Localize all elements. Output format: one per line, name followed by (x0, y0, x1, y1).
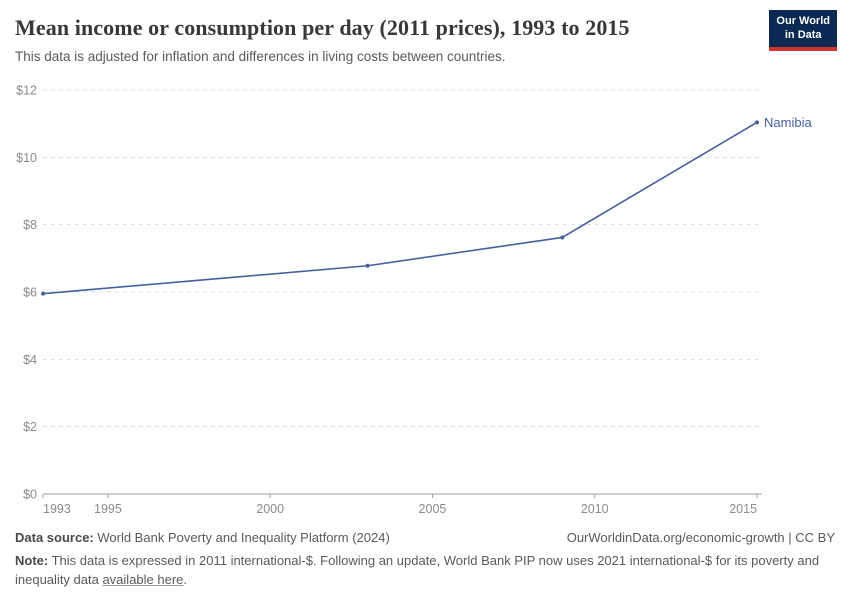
data-point[interactable] (560, 235, 565, 240)
y-tick-label: $4 (23, 353, 37, 367)
note-period: . (183, 571, 188, 587)
y-tick-label: $0 (23, 488, 37, 502)
plot-svg: $0 $2 $4 $6 $8 $10 $12 1993 1995 2000 2005 2010 2015… (16, 84, 812, 517)
line-chart[interactable]: $0 $2 $4 $6 $8 $10 $12 1993 1995 2000 2005 2010 2015… (0, 80, 850, 525)
attribution-link[interactable]: OurWorldinData.org/economic-growth | CC … (566, 530, 835, 545)
series-line-namibia[interactable] (42, 121, 758, 295)
data-source: Data source: World Bank Poverty and Ineq… (15, 530, 390, 545)
chart-title: Mean income or consumption per day (2011… (15, 15, 630, 40)
data-point[interactable] (365, 263, 370, 268)
note: Note: This data is expressed in 2011 int… (15, 552, 835, 590)
x-tick-label: 2010 (581, 502, 609, 516)
x-tick-label: 2015 (729, 502, 757, 516)
chart-subtitle: This data is adjusted for inflation and … (15, 49, 506, 65)
chart-footer: Data source: World Bank Poverty and Ineq… (15, 530, 835, 590)
data-point[interactable] (755, 120, 759, 125)
data-source-text: World Bank Poverty and Inequality Platfo… (93, 530, 390, 545)
x-tick-label: 1995 (94, 502, 122, 516)
y-tick-label: $10 (16, 151, 37, 165)
y-tick-label: $6 (23, 286, 37, 300)
owid-logo[interactable]: Our World in Data (769, 10, 837, 51)
y-tick-label: $8 (23, 218, 37, 232)
available-here-link[interactable]: available here (102, 571, 184, 587)
note-text: This data is expressed in 2011 internati… (15, 553, 820, 587)
y-tick-label: $12 (16, 84, 37, 98)
x-tick-label: 2005 (419, 502, 447, 516)
data-source-label: Data source: (15, 530, 94, 545)
owid-logo-line1: Our World (776, 15, 830, 27)
chart-header: Mean income or consumption per day (2011… (0, 0, 850, 66)
data-point[interactable] (41, 291, 45, 296)
y-tick-label: $2 (23, 420, 37, 434)
series-end-label[interactable]: Namibia (764, 115, 812, 130)
x-tick-label: 2000 (256, 502, 284, 516)
note-label: Note: (15, 553, 49, 568)
owid-logo-line2: in Data (784, 28, 822, 41)
x-tick-label: 1993 (43, 502, 71, 516)
